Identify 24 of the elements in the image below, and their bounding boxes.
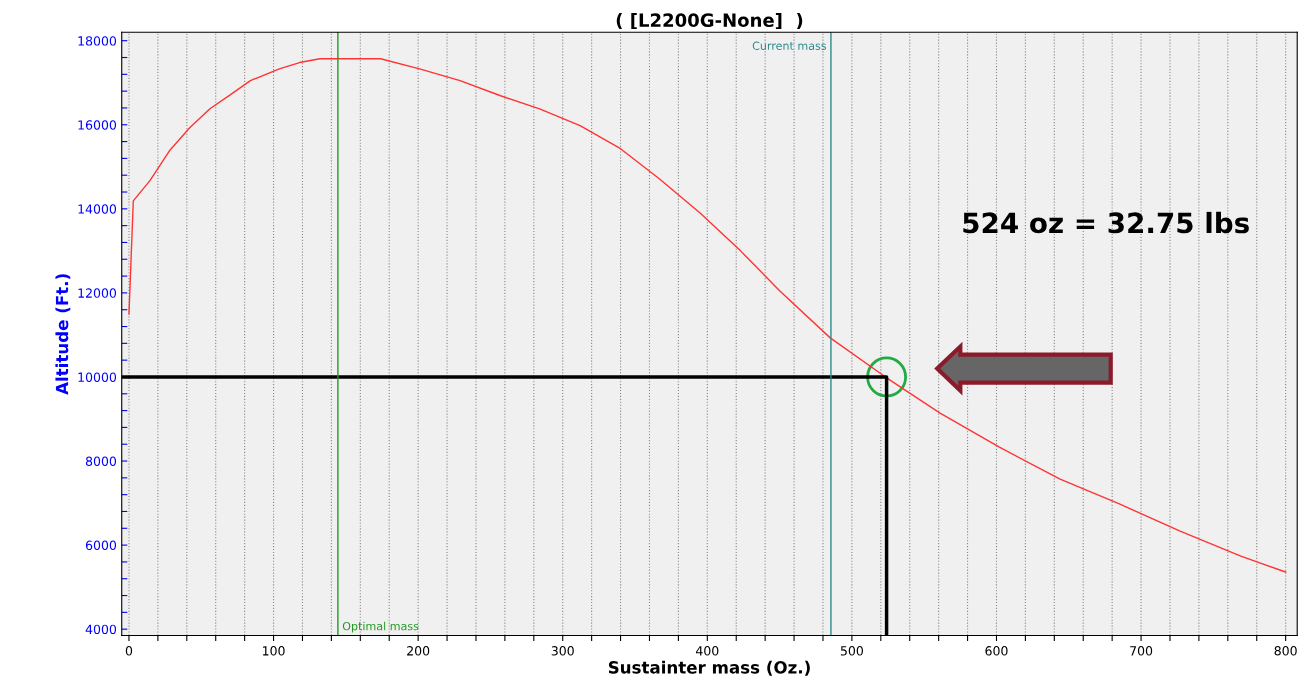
ref-line-label: Current mass [752, 41, 827, 50]
y-tick-label: 6000 [85, 540, 117, 551]
y-tick-label: 8000 [85, 456, 117, 466]
y-tick-label: 14000 [78, 204, 117, 214]
x-tick-label: 0 [125, 646, 133, 656]
y-tick-label: 16000 [78, 120, 117, 130]
line-series [128, 58, 1287, 573]
x-tick-label: 500 [840, 646, 863, 656]
x-tick-label: 800 [1274, 646, 1297, 656]
x-tick-label: 100 [263, 646, 285, 656]
y-tick-label: 10000 [78, 372, 117, 382]
x-tick-label: 600 [985, 646, 1008, 656]
x-tick-label: 700 [1130, 646, 1153, 656]
x-tick-label: 400 [695, 646, 719, 656]
y-tick-label: 4000 [85, 624, 117, 635]
ref-line-label: Optimal mass [342, 621, 419, 633]
x-tick-label: 300 [551, 646, 574, 656]
chart-title: ( [L2200G-None] ) [616, 13, 803, 30]
annotation: 524 oz = 32.75 lbs [963, 211, 1249, 234]
y-axis-title: Altitude (Ft.) [55, 274, 71, 395]
x-tick-label: 200 [407, 646, 430, 656]
y-tick-label: 18000 [78, 36, 117, 46]
x-axis-title: Sustainter mass (Oz.) [608, 660, 810, 676]
y-tick-label: 12000 [78, 288, 117, 298]
